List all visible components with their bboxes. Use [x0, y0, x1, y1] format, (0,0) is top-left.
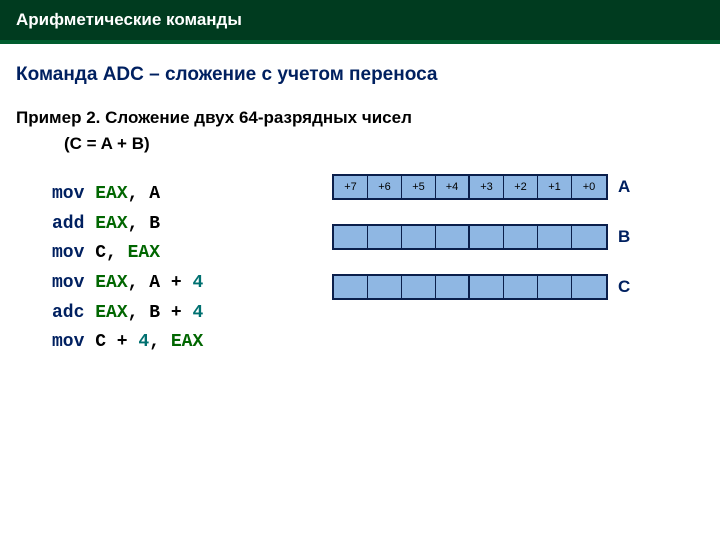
byte-cell: [334, 276, 368, 298]
byte-cell: +3: [470, 176, 504, 198]
byte-cell: [368, 276, 402, 298]
byte-cell: [436, 276, 470, 298]
subhead: Команда ADC – сложение с учетом переноса: [16, 64, 704, 86]
byte-strip: [332, 224, 608, 250]
byte-row: C: [332, 274, 630, 300]
byte-cell: [470, 226, 504, 248]
byte-cell: +6: [368, 176, 402, 198]
byte-cell: [538, 276, 572, 298]
byte-cell: +2: [504, 176, 538, 198]
code-line: add EAX, B: [52, 210, 312, 240]
slide-header: Арифметические команды: [0, 0, 720, 44]
byte-diagram: +7+6+5+4+3+2+1+0 A B C: [332, 174, 630, 358]
row-label: C: [618, 277, 630, 297]
byte-cell: [402, 226, 436, 248]
slide-content: Команда ADC – сложение с учетом переноса…: [0, 44, 720, 358]
byte-cell: +4: [436, 176, 470, 198]
row-label: A: [618, 177, 630, 197]
byte-cell: [368, 226, 402, 248]
byte-cell: [436, 226, 470, 248]
byte-cell: [402, 276, 436, 298]
byte-row: +7+6+5+4+3+2+1+0 A: [332, 174, 630, 200]
byte-cell: [334, 226, 368, 248]
byte-cell: [572, 226, 606, 248]
code-line: mov EAX, A + 4: [52, 269, 312, 299]
row-label: B: [618, 227, 630, 247]
code-line: adc EAX, B + 4: [52, 299, 312, 329]
header-title: Арифметические команды: [16, 10, 704, 30]
byte-cell: +5: [402, 176, 436, 198]
code-block: mov EAX, Aadd EAX, Bmov C, EAXmov EAX, A…: [52, 180, 312, 358]
byte-cell: +1: [538, 176, 572, 198]
byte-cell: +7: [334, 176, 368, 198]
example-sub: (C = A + B): [64, 134, 704, 154]
byte-strip: +7+6+5+4+3+2+1+0: [332, 174, 608, 200]
example-title: Пример 2. Сложение двух 64-разрядных чис…: [16, 108, 704, 128]
byte-cell: [504, 226, 538, 248]
code-line: mov C + 4, EAX: [52, 328, 312, 358]
byte-row: B: [332, 224, 630, 250]
byte-cell: [504, 276, 538, 298]
byte-cell: +0: [572, 176, 606, 198]
code-line: mov C, EAX: [52, 239, 312, 269]
byte-strip: [332, 274, 608, 300]
byte-cell: [538, 226, 572, 248]
byte-cell: [470, 276, 504, 298]
byte-cell: [572, 276, 606, 298]
code-line: mov EAX, A: [52, 180, 312, 210]
